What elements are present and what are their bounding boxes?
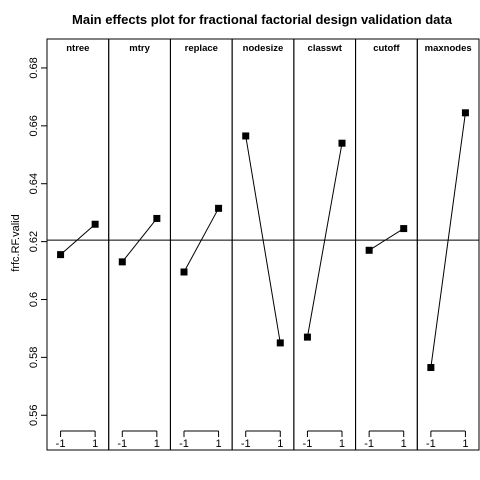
y-tick-label-0.66: 0.66 [28,115,40,136]
point-replace-high [215,204,223,212]
plot-area: 0.56 0.58 0.6 0.62 0.64 0.66 0.68 ntree -1 1 mtry -… [28,38,480,451]
x-tick-label-mtry-high: 1 [154,438,160,450]
x-tick-label-maxnodes-low: -1 [426,438,436,450]
panel-label-maxnodes: maxnodes [425,43,472,54]
x-tick-label-cutoff-low: -1 [364,438,374,450]
effect-line-cutoff [368,228,404,251]
x-tick-label-ntree-high: 1 [92,438,98,450]
y-tick-label-0.68: 0.68 [28,57,40,78]
panel-frame-replace [169,38,233,451]
point-replace-low [180,268,188,276]
effect-line-maxnodes [430,112,466,368]
y-tick-label-0.58: 0.58 [28,347,40,368]
x-tick-label-maxnodes-high: 1 [462,438,468,450]
panel-frame-mtry [108,38,171,451]
panel-label-cutoff: cutoff [373,43,400,54]
panel-label-mtry: mtry [129,43,150,54]
panel-frame-maxnodes [416,38,480,451]
point-mtry-low [118,258,126,266]
panel-label-classwt: classwt [308,43,343,54]
x-tick-label-nodesize-high: 1 [277,438,283,450]
point-ntree-low [57,251,65,259]
panel-label-replace: replace [185,43,218,54]
effect-line-replace [183,208,220,273]
point-maxnodes-low [427,364,435,372]
effect-line-classwt [306,143,343,338]
panel-label-nodesize: nodesize [243,43,284,54]
effect-line-ntree [60,223,96,256]
y-tick-label-0.6: 0.6 [28,292,40,307]
panel-frame-cutoff [355,38,418,451]
x-tick-label-replace-high: 1 [216,438,222,450]
panel-label-ntree: ntree [66,43,89,54]
point-classwt-low [303,333,311,341]
panel-frame-ntree [46,38,110,451]
x-tick-label-replace-low: -1 [179,438,189,450]
x-tick-label-nodesize-low: -1 [241,438,251,450]
point-maxnodes-high [461,109,469,117]
effect-line-nodesize [245,135,281,343]
x-tick-label-cutoff-high: 1 [401,438,407,450]
x-tick-label-ntree-low: -1 [56,438,66,450]
y-tick-label-0.62: 0.62 [28,231,40,252]
y-tick-label-0.64: 0.64 [28,173,40,194]
point-nodesize-low [242,132,250,140]
panel-frame-nodesize [231,38,295,451]
y-tick-label-0.56: 0.56 [28,405,40,426]
x-tick-label-mtry-low: -1 [117,438,127,450]
point-classwt-high [338,139,346,147]
x-tick-label-classwt-low: -1 [303,438,313,450]
point-cutoff-high [400,225,408,233]
chart-title: Main effects plot for fractional factori… [72,12,453,27]
effect-line-mtry [121,218,158,263]
panel-frame-classwt [293,38,357,451]
point-cutoff-low [365,246,373,254]
point-ntree-high [91,220,99,228]
x-tick-label-classwt-high: 1 [339,438,345,450]
point-nodesize-high [276,339,284,347]
y-axis-title: frfc.RF.valid [10,214,22,271]
point-mtry-high [153,214,161,222]
